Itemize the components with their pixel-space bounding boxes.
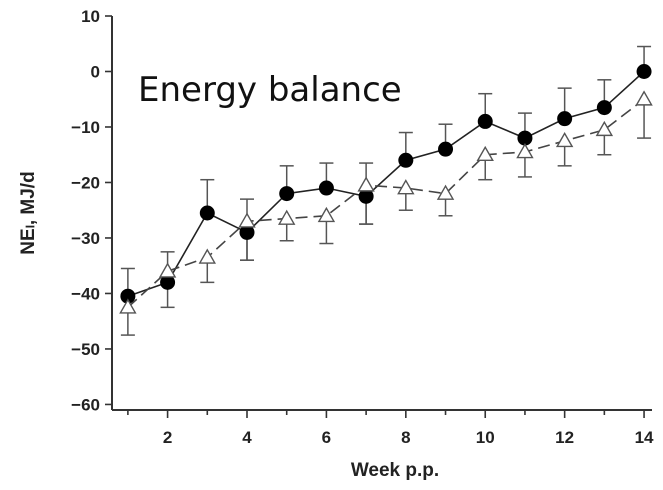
x-tick-label: 4 (242, 428, 252, 447)
y-tick-label: −30 (71, 229, 100, 248)
data-point (596, 100, 612, 116)
series-markers (119, 63, 653, 314)
data-point (516, 143, 534, 159)
data-point (199, 205, 215, 221)
x-tick-label: 8 (401, 428, 410, 447)
y-tick-label: −60 (71, 395, 100, 414)
x-tick-label: 6 (322, 428, 331, 447)
data-point (436, 184, 455, 200)
y-tick-label: −40 (71, 284, 100, 303)
data-point (198, 248, 217, 264)
data-point (279, 186, 295, 202)
data-point (438, 141, 454, 157)
data-point (557, 111, 573, 127)
x-ticks: 2 4 6 8 10 12 14 (127, 410, 654, 447)
data-point (595, 120, 614, 137)
data-point (238, 212, 256, 228)
y-tick-label: −20 (71, 173, 100, 192)
data-point (397, 179, 415, 195)
data-point (476, 145, 494, 162)
data-point (119, 298, 137, 314)
chart-title: Energy balance (138, 70, 402, 110)
data-point (277, 209, 296, 225)
x-axis-title: Week p.p. (351, 460, 439, 481)
x-tick-label: 2 (163, 428, 172, 447)
y-axis-title: NEₗ, MJ/d (18, 171, 39, 254)
data-point (477, 113, 493, 129)
axes (111, 16, 652, 411)
y-ticks: 10 0 −10 −20 −30 −40 −50 −60 (71, 7, 112, 414)
data-point (517, 130, 533, 146)
y-tick-label: −10 (71, 118, 100, 137)
y-tick-label: 0 (91, 62, 100, 81)
data-point (555, 131, 574, 148)
data-point (398, 152, 414, 168)
y-tick-label: 10 (81, 7, 100, 26)
series-line-2 (127, 98, 645, 308)
data-point (317, 206, 336, 223)
x-tick-label: 12 (555, 428, 574, 447)
data-point (158, 262, 177, 278)
x-tick-label: 14 (635, 428, 654, 447)
data-point (635, 90, 653, 106)
data-point (318, 180, 334, 196)
x-tick-label: 10 (476, 428, 495, 447)
data-point (357, 176, 375, 192)
data-point (636, 63, 652, 79)
y-tick-label: −50 (71, 340, 100, 359)
